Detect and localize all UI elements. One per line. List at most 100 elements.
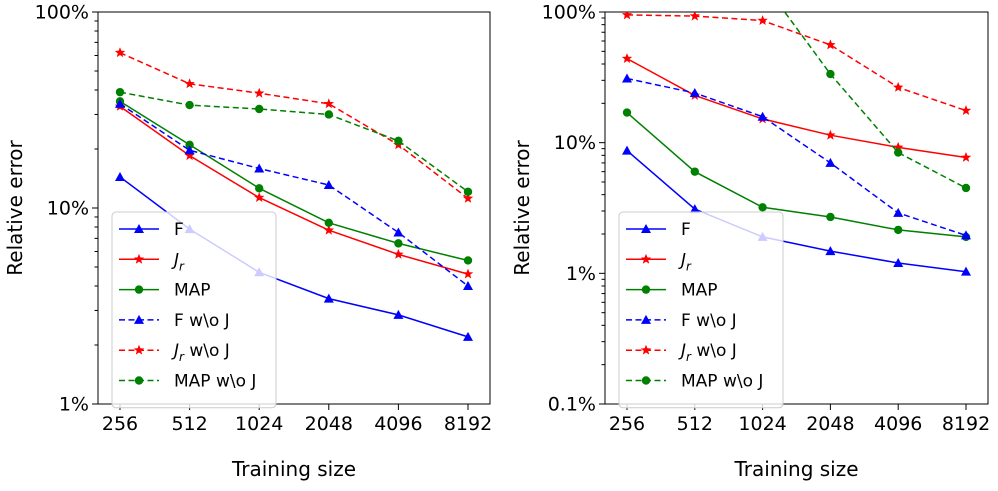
- legend: F Jr MAP F w\o J Jr w\o J MAP w\o J: [618, 211, 784, 409]
- legend-marker: [641, 376, 651, 385]
- legend-marker: [134, 376, 144, 385]
- data-point: [689, 87, 700, 97]
- y-tick-label: 1%: [59, 394, 89, 416]
- y-tick-label: 10%: [554, 132, 596, 154]
- data-point: [690, 167, 699, 176]
- series-line: [783, 12, 967, 189]
- data-point: [961, 230, 971, 240]
- series-f-w-o-j: [622, 73, 971, 240]
- x-tick-label: 1024: [235, 413, 283, 435]
- legend-entry: F: [626, 220, 691, 240]
- legend-entry: MAP w\o J: [119, 372, 256, 392]
- data-point: [324, 218, 333, 228]
- data-point: [323, 224, 334, 235]
- data-point: [323, 98, 334, 109]
- data-point: [324, 110, 333, 119]
- x-axis-label: Training size: [231, 457, 356, 481]
- data-point: [115, 87, 125, 97]
- plot-area: [621, 12, 972, 276]
- data-point: [622, 73, 632, 83]
- series-line: [626, 14, 967, 112]
- data-point: [825, 129, 836, 140]
- legend-label: MAP: [174, 281, 211, 301]
- legend-entry: F: [119, 220, 184, 240]
- data-point: [323, 293, 334, 303]
- data-point: [757, 15, 768, 25]
- chart-panel-2: 0.1% 1% 10% 100% 256 512 1024 2048 4096 8192 Train…: [510, 2, 990, 482]
- data-point: [894, 148, 903, 157]
- data-point: [689, 12, 700, 21]
- x-axis-label: Training size: [733, 457, 858, 481]
- data-point: [463, 256, 473, 265]
- data-point: [961, 183, 971, 193]
- legend-marker: [641, 224, 651, 233]
- data-point: [254, 87, 265, 98]
- data-point: [463, 280, 473, 290]
- data-point: [826, 212, 835, 222]
- data-point: [893, 207, 904, 217]
- legend: F Jr MAP F w\o J Jr w\o J MAP w\o J: [111, 211, 277, 409]
- data-point: [393, 248, 404, 259]
- legend-label: MAP: [681, 281, 718, 301]
- legend-entry: MAP: [119, 281, 211, 301]
- series-map-w-o-j: [115, 87, 473, 196]
- data-point: [689, 204, 700, 214]
- legend-label: MAP w\o J: [174, 372, 256, 392]
- data-point: [255, 184, 264, 193]
- data-point: [825, 246, 836, 256]
- x-tick-label: 256: [609, 413, 645, 435]
- series-map-w-o-j: [783, 12, 971, 193]
- data-point: [114, 47, 126, 58]
- y-tick-label: 0.1%: [548, 394, 596, 416]
- series-j-r: [621, 53, 972, 162]
- legend-entry: Jr: [119, 250, 185, 273]
- data-point: [254, 192, 265, 202]
- legend-marker: [134, 314, 144, 324]
- legend-label: F w\o J: [681, 311, 737, 331]
- series-map: [622, 108, 971, 242]
- data-point: [463, 331, 473, 341]
- data-point: [622, 108, 632, 117]
- chart-panel-1: 1% 10% 100% 256 512 1024 2048 4096 8192 Training …: [3, 2, 492, 482]
- legend-marker: [641, 285, 651, 294]
- legend-marker: [640, 344, 652, 355]
- series-j-r-w-o-j: [621, 12, 972, 115]
- data-point: [393, 309, 404, 319]
- data-point: [960, 152, 972, 162]
- legend-label: Jr w\o J: [171, 341, 230, 364]
- x-tick-label: 256: [102, 413, 138, 435]
- data-point: [393, 227, 404, 237]
- legend-marker: [133, 253, 145, 264]
- data-point: [254, 163, 265, 173]
- data-point: [622, 145, 632, 155]
- series-line: [626, 77, 967, 237]
- data-point: [961, 266, 971, 276]
- x-tick-label: 2048: [806, 413, 854, 435]
- legend-entry: Jr: [626, 250, 692, 273]
- y-tick-label: 100%: [542, 2, 596, 24]
- legend-marker: [134, 285, 144, 294]
- data-point: [894, 225, 903, 235]
- series-line: [119, 91, 469, 193]
- legend-label: F w\o J: [174, 311, 230, 331]
- series-f-w-o-j: [115, 98, 473, 290]
- x-tick-label: 8192: [444, 413, 492, 435]
- data-point: [825, 39, 836, 50]
- legend-entry: F w\o J: [626, 311, 737, 331]
- x-tick-label: 8192: [942, 413, 990, 435]
- data-point: [115, 98, 125, 108]
- data-point: [893, 257, 904, 267]
- axes-frame: [604, 11, 989, 405]
- data-point: [621, 12, 633, 20]
- data-point: [323, 180, 334, 190]
- legend-label: F: [681, 220, 691, 240]
- legend-label: Jr: [678, 250, 692, 273]
- y-tick-label: 10%: [47, 198, 89, 220]
- x-tick-label: 1024: [738, 413, 786, 435]
- data-point: [757, 111, 768, 121]
- x-tick-label: 2048: [305, 413, 353, 435]
- x-tick-label: 512: [677, 413, 713, 435]
- data-point: [462, 268, 474, 279]
- data-point: [394, 136, 403, 146]
